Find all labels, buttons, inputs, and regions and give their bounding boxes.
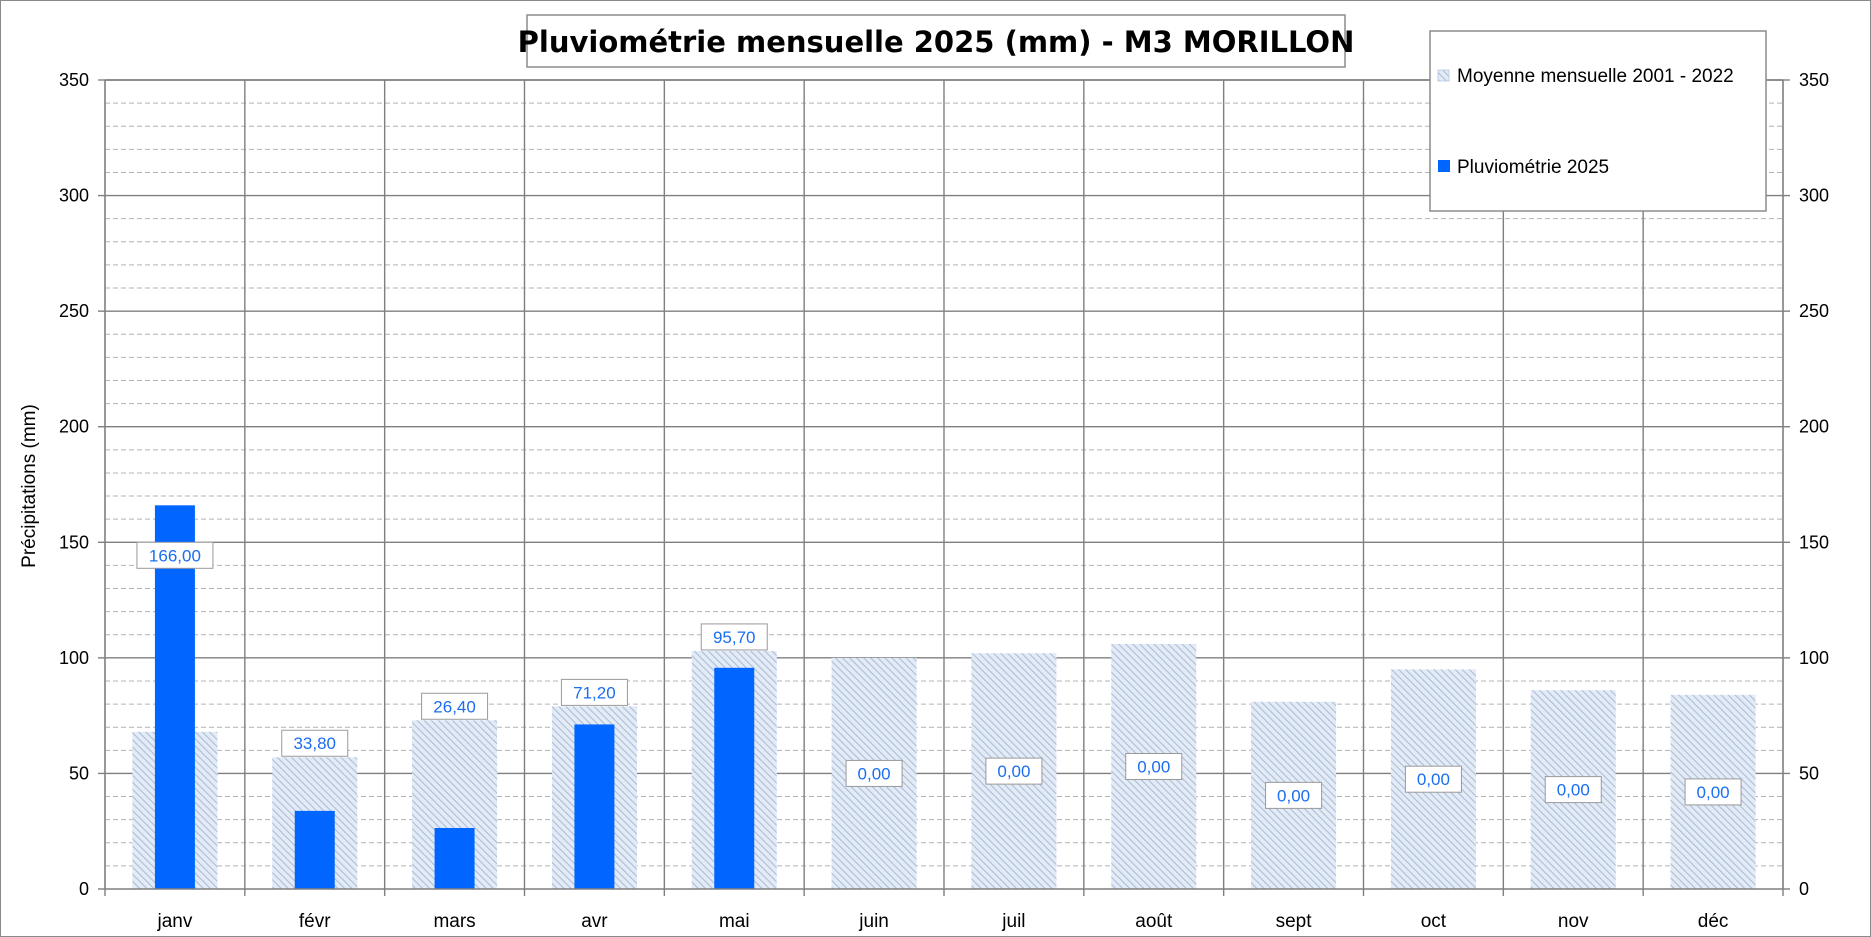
y-tick-label-left: 0: [79, 879, 89, 899]
category-label-janv: janv: [156, 911, 192, 932]
data-label-oct: 0,00: [1404, 765, 1462, 793]
category-label-nov: nov: [1558, 911, 1589, 932]
data-label-mars: 26,40: [421, 692, 489, 720]
data-label-janv: 166,00: [136, 541, 214, 569]
y-tick-label-left: 300: [59, 186, 89, 206]
y-tick-label-right: 300: [1799, 186, 1829, 206]
data-label-box: [421, 692, 489, 720]
data-label-text: 95,70: [713, 628, 756, 647]
legend-swatch-average: [1437, 69, 1450, 82]
category-label-mai: mai: [719, 911, 750, 932]
data-label-box: [845, 759, 903, 787]
data-label-box: [1265, 781, 1323, 809]
y-tick-label-right: 200: [1799, 417, 1829, 437]
rainfall-bar-mars: [434, 827, 475, 889]
category-label-juil: juil: [1001, 911, 1025, 932]
y-tick-label-right: 50: [1799, 763, 1819, 783]
data-label-juil: 0,00: [985, 757, 1043, 785]
legend-label-average: Moyenne mensuelle 2001 - 2022: [1457, 66, 1734, 87]
y-tick-label-right: 100: [1799, 648, 1829, 668]
chart-title-text: Pluviométrie mensuelle 2025 (mm) - M3 MO…: [518, 25, 1355, 59]
y-axis-left-ticks: 0 50 100 150 200 250 300 350: [59, 70, 89, 899]
data-label-août: 0,00: [1125, 752, 1183, 780]
data-label-text: 71,20: [573, 683, 616, 702]
chart-title: Pluviométrie mensuelle 2025 (mm) - M3 MO…: [518, 14, 1355, 68]
legend-swatch-2025: [1438, 160, 1450, 172]
data-label-box: [1684, 778, 1742, 806]
y-tick-label-left: 200: [59, 417, 89, 437]
data-labels: 166,00 33,80 26,40 71,20 95,70 0,00 0,00 0,00 0,…: [136, 541, 1742, 809]
rainfall-bar-janv: [154, 505, 195, 889]
category-label-août: août: [1135, 911, 1173, 932]
rainfall-2025-bars: [154, 505, 755, 889]
grid: [105, 79, 1783, 889]
y-tick-label-left: 150: [59, 532, 89, 552]
category-label-févr: févr: [299, 911, 331, 932]
data-label-mai: 95,70: [700, 623, 768, 651]
category-label-sept: sept: [1276, 911, 1313, 932]
data-label-déc: 0,00: [1684, 778, 1742, 806]
category-label-avr: avr: [581, 911, 608, 932]
data-label-box: [1404, 765, 1462, 793]
data-label-text: 0,00: [997, 762, 1030, 781]
data-label-avr: 71,20: [560, 678, 628, 706]
data-label-box: [700, 623, 768, 651]
data-label-text: 26,40: [433, 697, 476, 716]
data-label-text: 0,00: [1557, 781, 1590, 800]
data-label-box: [985, 757, 1043, 785]
category-label-déc: déc: [1698, 911, 1729, 932]
data-label-text: 0,00: [1697, 783, 1730, 802]
y-tick-label-right: 0: [1799, 879, 1809, 899]
data-label-box: [136, 541, 214, 569]
data-label-text: 33,80: [293, 734, 336, 753]
data-label-sept: 0,00: [1265, 781, 1323, 809]
y-tick-label-right: 350: [1799, 70, 1829, 90]
rainfall-bar-févr: [294, 810, 335, 889]
data-label-box: [1544, 776, 1602, 804]
data-label-févr: 33,80: [281, 729, 349, 757]
category-label-mars: mars: [433, 911, 475, 932]
y-tick-label-left: 100: [59, 648, 89, 668]
data-label-text: 0,00: [858, 764, 891, 783]
data-label-box: [1125, 752, 1183, 780]
rainfall-bar-mai: [714, 667, 755, 889]
data-label-juin: 0,00: [845, 759, 903, 787]
legend-label-2025: Pluviométrie 2025: [1457, 157, 1609, 178]
data-label-text: 166,00: [149, 546, 201, 565]
category-label-oct: oct: [1421, 911, 1447, 932]
data-label-text: 0,00: [1417, 770, 1450, 789]
rainfall-bar-avr: [574, 724, 615, 889]
legend: Moyenne mensuelle 2001 - 2022 Pluviométr…: [1429, 30, 1767, 212]
y-tick-label-left: 250: [59, 301, 89, 321]
data-label-text: 0,00: [1137, 757, 1170, 776]
y-axis-title: Précipitations (mm): [19, 404, 40, 568]
y-tick-label-left: 50: [69, 763, 89, 783]
data-label-box: [560, 678, 628, 706]
data-label-box: [281, 729, 349, 757]
y-tick-label-right: 150: [1799, 532, 1829, 552]
y-tick-label-right: 250: [1799, 301, 1829, 321]
x-axis-labels: janv févr mars avr mai juin juil août sept oct nov…: [156, 911, 1728, 932]
y-axis-right-ticks: 0 50 100 150 200 250 300 350: [1799, 70, 1829, 899]
data-label-text: 0,00: [1277, 786, 1310, 805]
data-label-nov: 0,00: [1544, 776, 1602, 804]
category-label-juin: juin: [858, 911, 889, 932]
y-tick-label-left: 350: [59, 70, 89, 90]
